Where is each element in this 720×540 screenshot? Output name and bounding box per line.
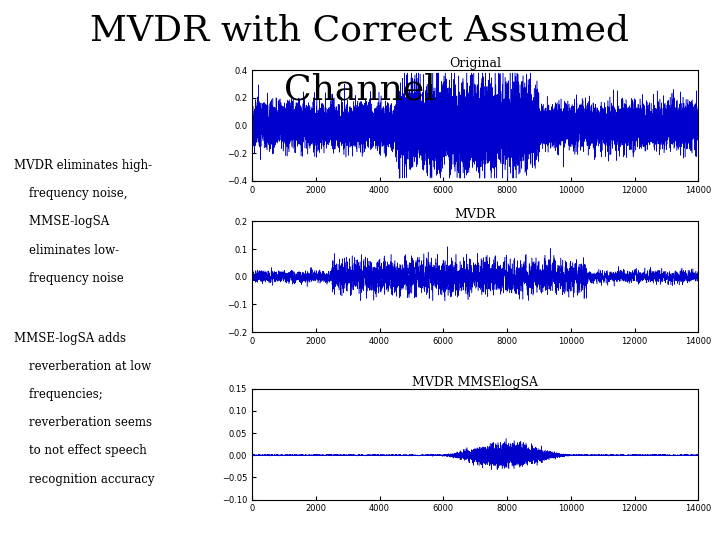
Text: eliminates low-: eliminates low- xyxy=(14,244,120,256)
Text: frequency noise,: frequency noise, xyxy=(14,187,128,200)
Text: MMSE-logSA: MMSE-logSA xyxy=(14,215,109,228)
Text: MVDR eliminates high-: MVDR eliminates high- xyxy=(14,159,153,172)
Text: MMSE-logSA adds: MMSE-logSA adds xyxy=(14,332,127,345)
Text: reverberation seems: reverberation seems xyxy=(14,416,153,429)
Title: MVDR MMSElogSA: MVDR MMSElogSA xyxy=(412,376,538,389)
Text: to not effect speech: to not effect speech xyxy=(14,444,147,457)
Text: reverberation at low: reverberation at low xyxy=(14,360,151,373)
Text: recognition accuracy: recognition accuracy xyxy=(14,472,155,485)
Text: frequency noise: frequency noise xyxy=(14,272,124,285)
Text: frequencies;: frequencies; xyxy=(14,388,103,401)
Title: MVDR: MVDR xyxy=(454,208,496,221)
Text: Channel: Channel xyxy=(284,73,436,107)
Title: Original: Original xyxy=(449,57,501,70)
Text: MVDR with Correct Assumed: MVDR with Correct Assumed xyxy=(91,14,629,48)
